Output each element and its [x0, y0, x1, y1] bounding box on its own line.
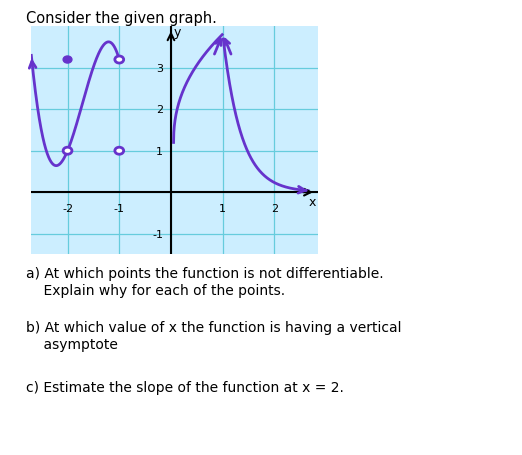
Text: 1: 1 [156, 147, 163, 157]
Text: c) Estimate the slope of the function at x = 2.: c) Estimate the slope of the function at… [26, 380, 344, 394]
Text: 1: 1 [219, 203, 226, 213]
Circle shape [115, 148, 124, 155]
Text: y: y [174, 26, 182, 39]
Text: -2: -2 [62, 203, 73, 213]
Text: Explain why for each of the points.: Explain why for each of the points. [26, 283, 285, 297]
Text: 3: 3 [156, 64, 163, 74]
Text: a) At which points the function is not differentiable.: a) At which points the function is not d… [26, 266, 384, 280]
Text: -1: -1 [152, 229, 163, 239]
Circle shape [115, 57, 124, 64]
Text: Consider the given graph.: Consider the given graph. [26, 11, 217, 26]
Text: x: x [309, 195, 316, 208]
Circle shape [63, 57, 72, 64]
Text: -1: -1 [114, 203, 125, 213]
Text: b) At which value of x the function is having a vertical: b) At which value of x the function is h… [26, 321, 401, 335]
Circle shape [63, 148, 72, 155]
Text: 2: 2 [156, 105, 163, 115]
Text: 2: 2 [271, 203, 278, 213]
Text: asymptote: asymptote [26, 338, 118, 352]
